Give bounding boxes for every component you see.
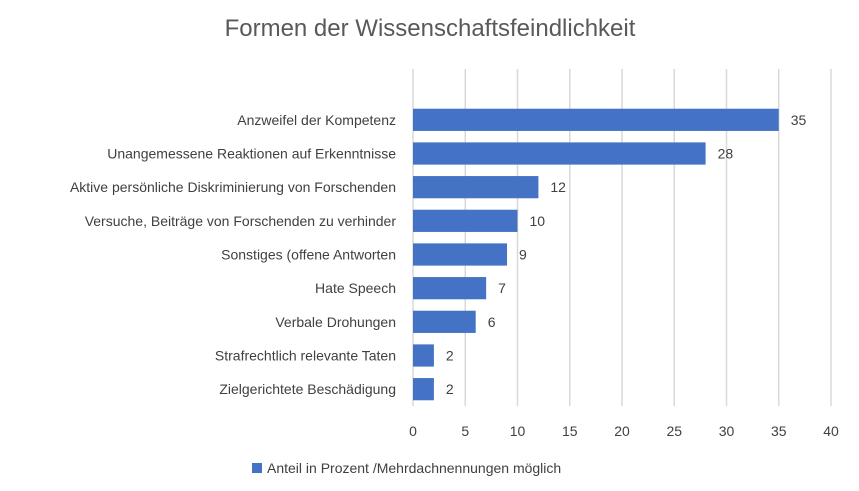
x-tick-label: 10: [510, 423, 526, 439]
bar: [413, 142, 706, 165]
data-label: 9: [519, 247, 527, 263]
bar: [413, 277, 487, 300]
data-label: 12: [550, 179, 566, 195]
bar: [413, 108, 779, 131]
category-label: Hate Speech: [315, 280, 396, 296]
bar: [413, 378, 434, 401]
category-label: Unangemessene Reaktionen auf Erkenntniss…: [107, 146, 396, 162]
legend: Anteil in Prozent /Mehrdachnennungen mög…: [252, 460, 561, 476]
bar: [413, 243, 508, 266]
x-tick-label: 0: [409, 423, 417, 439]
category-label: Sonstiges (offene Antworten: [221, 247, 396, 263]
data-label: 35: [791, 112, 807, 128]
data-label: 10: [530, 213, 546, 229]
bar: [413, 209, 518, 232]
category-label: Strafrechtlich relevante Taten: [215, 348, 396, 364]
data-label: 2: [446, 348, 454, 364]
data-label: 28: [718, 146, 734, 162]
legend-label: Anteil in Prozent /Mehrdachnennungen mög…: [267, 460, 561, 476]
bar: [413, 176, 539, 199]
data-labels: 35 28 12 10 9 7 6 2 2: [446, 112, 807, 397]
x-tick-label: 30: [719, 423, 735, 439]
category-label: Anzweifel der Kompetenz: [237, 112, 396, 128]
category-label: Aktive persönliche Diskriminierung von F…: [70, 179, 396, 195]
x-tick-label: 25: [666, 423, 682, 439]
data-label: 2: [446, 381, 454, 397]
category-label: Zielgerichtete Beschädigung: [219, 381, 396, 397]
data-label: 7: [498, 280, 506, 296]
chart-title: Formen der Wissenschaftsfeindlichkeit: [225, 15, 636, 42]
bar: [413, 310, 476, 333]
x-tick-label: 20: [614, 423, 630, 439]
bars: [413, 108, 779, 401]
bar: [413, 344, 434, 367]
x-tick-label: 15: [562, 423, 578, 439]
legend-swatch: [252, 463, 262, 473]
category-label: Verbale Drohungen: [275, 314, 396, 330]
x-tick-label: 40: [823, 423, 839, 439]
x-tick-label: 35: [771, 423, 787, 439]
category-label: Versuche, Beiträge von Forschenden zu ve…: [85, 213, 397, 229]
x-tick-label: 5: [461, 423, 469, 439]
category-labels: Anzweifel der Kompetenz Unangemessene Rea…: [70, 112, 396, 397]
x-axis-tick-labels: 0 5 10 15 20 25 30 35 40: [409, 423, 839, 439]
data-label: 6: [488, 314, 496, 330]
